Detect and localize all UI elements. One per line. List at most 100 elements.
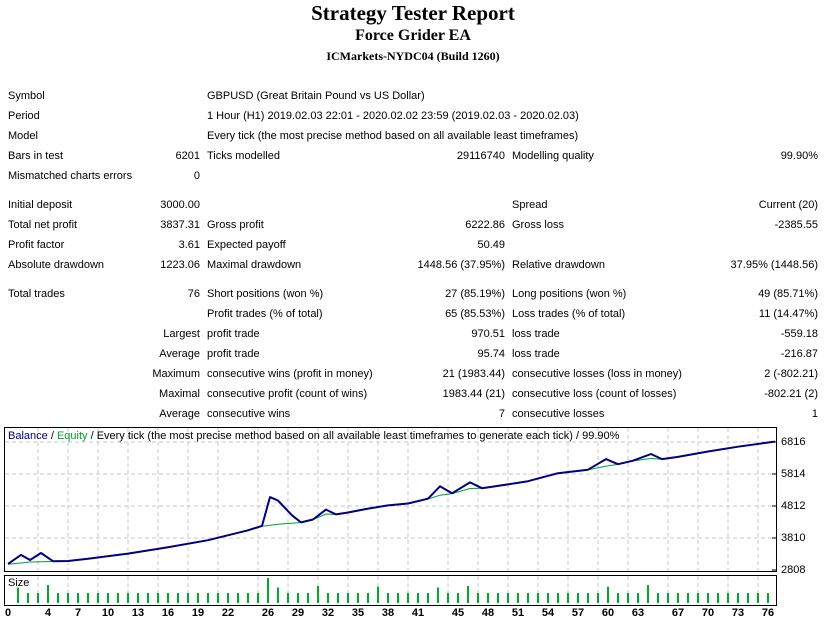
table-cell-pair: Expected payoff 50.49 — [207, 235, 505, 255]
metric-value: 76 — [187, 288, 200, 300]
y-axis-tick-label: 5814 — [781, 468, 806, 480]
legend-model-label: Every tick (the most precise method base… — [96, 430, 620, 442]
table-row: Average profit trade 95.74 loss trade -216.8… — [8, 344, 818, 364]
x-axis-tick-label: 57 — [571, 607, 585, 619]
table-cell-pair: profit trade 970.51 — [207, 324, 505, 344]
table-row: Initial deposit 3000.00 Spread Current (20) — [8, 195, 818, 215]
x-axis-tick-label: 13 — [131, 607, 145, 619]
metric-label: Ticks modelled — [207, 150, 280, 162]
x-axis-tick-label: 67 — [671, 607, 685, 619]
table-cell-pair: Largest — [8, 324, 200, 344]
metric-label: Gross profit — [207, 219, 264, 231]
metric-value: 21 (1983.44) — [442, 368, 505, 380]
x-axis-tick-label: 16 — [161, 607, 175, 619]
table-cell-pair: Average — [8, 344, 200, 364]
x-axis-tick-label: 51 — [511, 607, 525, 619]
table-cell-pair: consecutive wins (profit in money) 21 (19… — [207, 364, 505, 384]
table-cell-pair: Profit trades (% of total) 65 (85.53%) — [207, 304, 505, 324]
metric-value: 970.51 — [471, 328, 505, 340]
metric-value: -559.18 — [780, 328, 818, 340]
metric-label: consecutive profit (count of wins) — [207, 388, 368, 400]
table-cell-pair: Ticks modelled 29116740 — [207, 146, 505, 166]
metric-label: Every tick (the most precise method base… — [207, 130, 579, 142]
table-cell-pair: consecutive wins 7 — [207, 404, 505, 424]
metric-label: Short positions (won %) — [207, 288, 324, 300]
size-chart-title: Size — [8, 577, 30, 589]
table-cell-pair: Period — [8, 106, 200, 126]
table-cell-pair: GBPUSD (Great Britain Pound vs US Dollar… — [207, 86, 505, 106]
metric-value: 95.74 — [477, 348, 505, 360]
metric-label: Symbol — [8, 90, 45, 102]
x-axis-tick-label: 73 — [731, 607, 745, 619]
table-cell-pair: Gross loss -2385.55 — [512, 215, 818, 235]
metric-label: Model — [8, 130, 38, 142]
table-cell-pair: Absolute drawdown 1223.06 — [8, 255, 200, 275]
chart-legend: Balance / Equity / Every tick (the most … — [8, 429, 619, 443]
metric-value: 50.49 — [477, 239, 505, 251]
report-table: Symbol GBPUSD (Great Britain Pound vs US … — [8, 86, 818, 433]
table-cell-pair: Short positions (won %) 27 (85.19%) — [207, 284, 505, 304]
metric-value: 1983.44 (21) — [442, 388, 505, 400]
table-cell-pair — [512, 166, 818, 186]
metric-label: GBPUSD (Great Britain Pound vs US Dollar… — [207, 90, 425, 102]
metric-value: 65 (85.53%) — [445, 308, 505, 320]
metric-label: Absolute drawdown — [8, 259, 105, 271]
metric-label: Profit factor — [8, 239, 65, 251]
table-cell-pair: Maximal — [8, 384, 200, 404]
y-axis-tick-label: 2808 — [781, 564, 806, 576]
metric-label: Initial deposit — [8, 199, 73, 211]
x-axis-tick-label: 38 — [381, 607, 395, 619]
server-build: ICMarkets-NYDC04 (Build 1260) — [326, 49, 500, 63]
table-cell-pair: Profit factor 3.61 — [8, 235, 200, 255]
metric-value: 29116740 — [456, 150, 505, 162]
table-row: Period 1 Hour (H1) 2019.02.03 22:01 - 202… — [8, 106, 818, 126]
metric-value: 6201 — [175, 150, 200, 162]
metric-value: 3837.31 — [160, 219, 200, 231]
x-axis-tick-label: 45 — [451, 607, 465, 619]
metric-value: 3.61 — [178, 239, 200, 251]
table-cell-pair: consecutive loss (count of losses) -802.2… — [512, 384, 818, 404]
table-cell-pair: Model — [8, 126, 200, 146]
table-cell-pair: Modelling quality 99.90% — [512, 146, 818, 166]
metric-value: Average — [159, 348, 200, 360]
x-axis-tick-label: 35 — [351, 607, 365, 619]
metric-value: 27 (85.19%) — [445, 288, 505, 300]
metric-value: Largest — [163, 328, 200, 340]
report-header: Strategy Tester Report Force Grider EA I… — [0, 0, 826, 64]
table-cell-pair: consecutive losses (loss in money) 2 (-80… — [512, 364, 818, 384]
table-cell-pair: Total net profit 3837.31 — [8, 215, 200, 235]
legend-balance-label: Balance — [8, 430, 48, 442]
metric-value: -802.21 (2) — [764, 388, 818, 400]
metric-value: Maximum — [152, 368, 200, 380]
legend-separator: / — [87, 430, 97, 442]
table-cell-pair: Spread Current (20) — [512, 195, 818, 215]
x-axis-tick-label: 76 — [761, 607, 775, 619]
x-axis-tick-label: 41 — [411, 607, 425, 619]
page-title: Strategy Tester Report — [311, 1, 515, 25]
metric-label: consecutive wins (profit in money) — [207, 368, 373, 380]
x-axis-tick-label: 60 — [601, 607, 615, 619]
table-row: Total trades 76 Short positions (won %) 27 … — [8, 284, 818, 304]
metric-label: Expected payoff — [207, 239, 286, 251]
metric-value: 37.95% (1448.56) — [730, 259, 818, 271]
x-axis-tick-label: 0 — [4, 607, 12, 619]
y-axis-tick-label: 4812 — [781, 500, 806, 512]
x-axis-tick-label: 70 — [701, 607, 715, 619]
table-row: Symbol GBPUSD (Great Britain Pound vs US … — [8, 86, 818, 106]
table-cell-pair — [207, 195, 505, 215]
table-row: Profit trades (% of total) 65 (85.53%) Los… — [8, 304, 818, 324]
table-cell-pair — [8, 304, 200, 324]
metric-value: 1 — [811, 408, 818, 420]
metric-value: 99.90% — [780, 150, 818, 162]
metric-value: 49 (85.71%) — [758, 288, 818, 300]
table-cell-pair — [207, 166, 505, 186]
table-cell-pair: Maximum — [8, 364, 200, 384]
report-group: Total trades 76 Short positions (won %) 27 … — [8, 284, 818, 424]
metric-value: Current (20) — [758, 199, 818, 211]
table-cell-pair: profit trade 95.74 — [207, 344, 505, 364]
table-cell-pair: Bars in test 6201 — [8, 146, 200, 166]
table-cell-pair — [512, 106, 818, 126]
metric-label: Total trades — [8, 288, 65, 300]
metric-label: consecutive losses — [512, 408, 605, 420]
table-row: Profit factor 3.61 Expected payoff 50.49 — [8, 235, 818, 255]
